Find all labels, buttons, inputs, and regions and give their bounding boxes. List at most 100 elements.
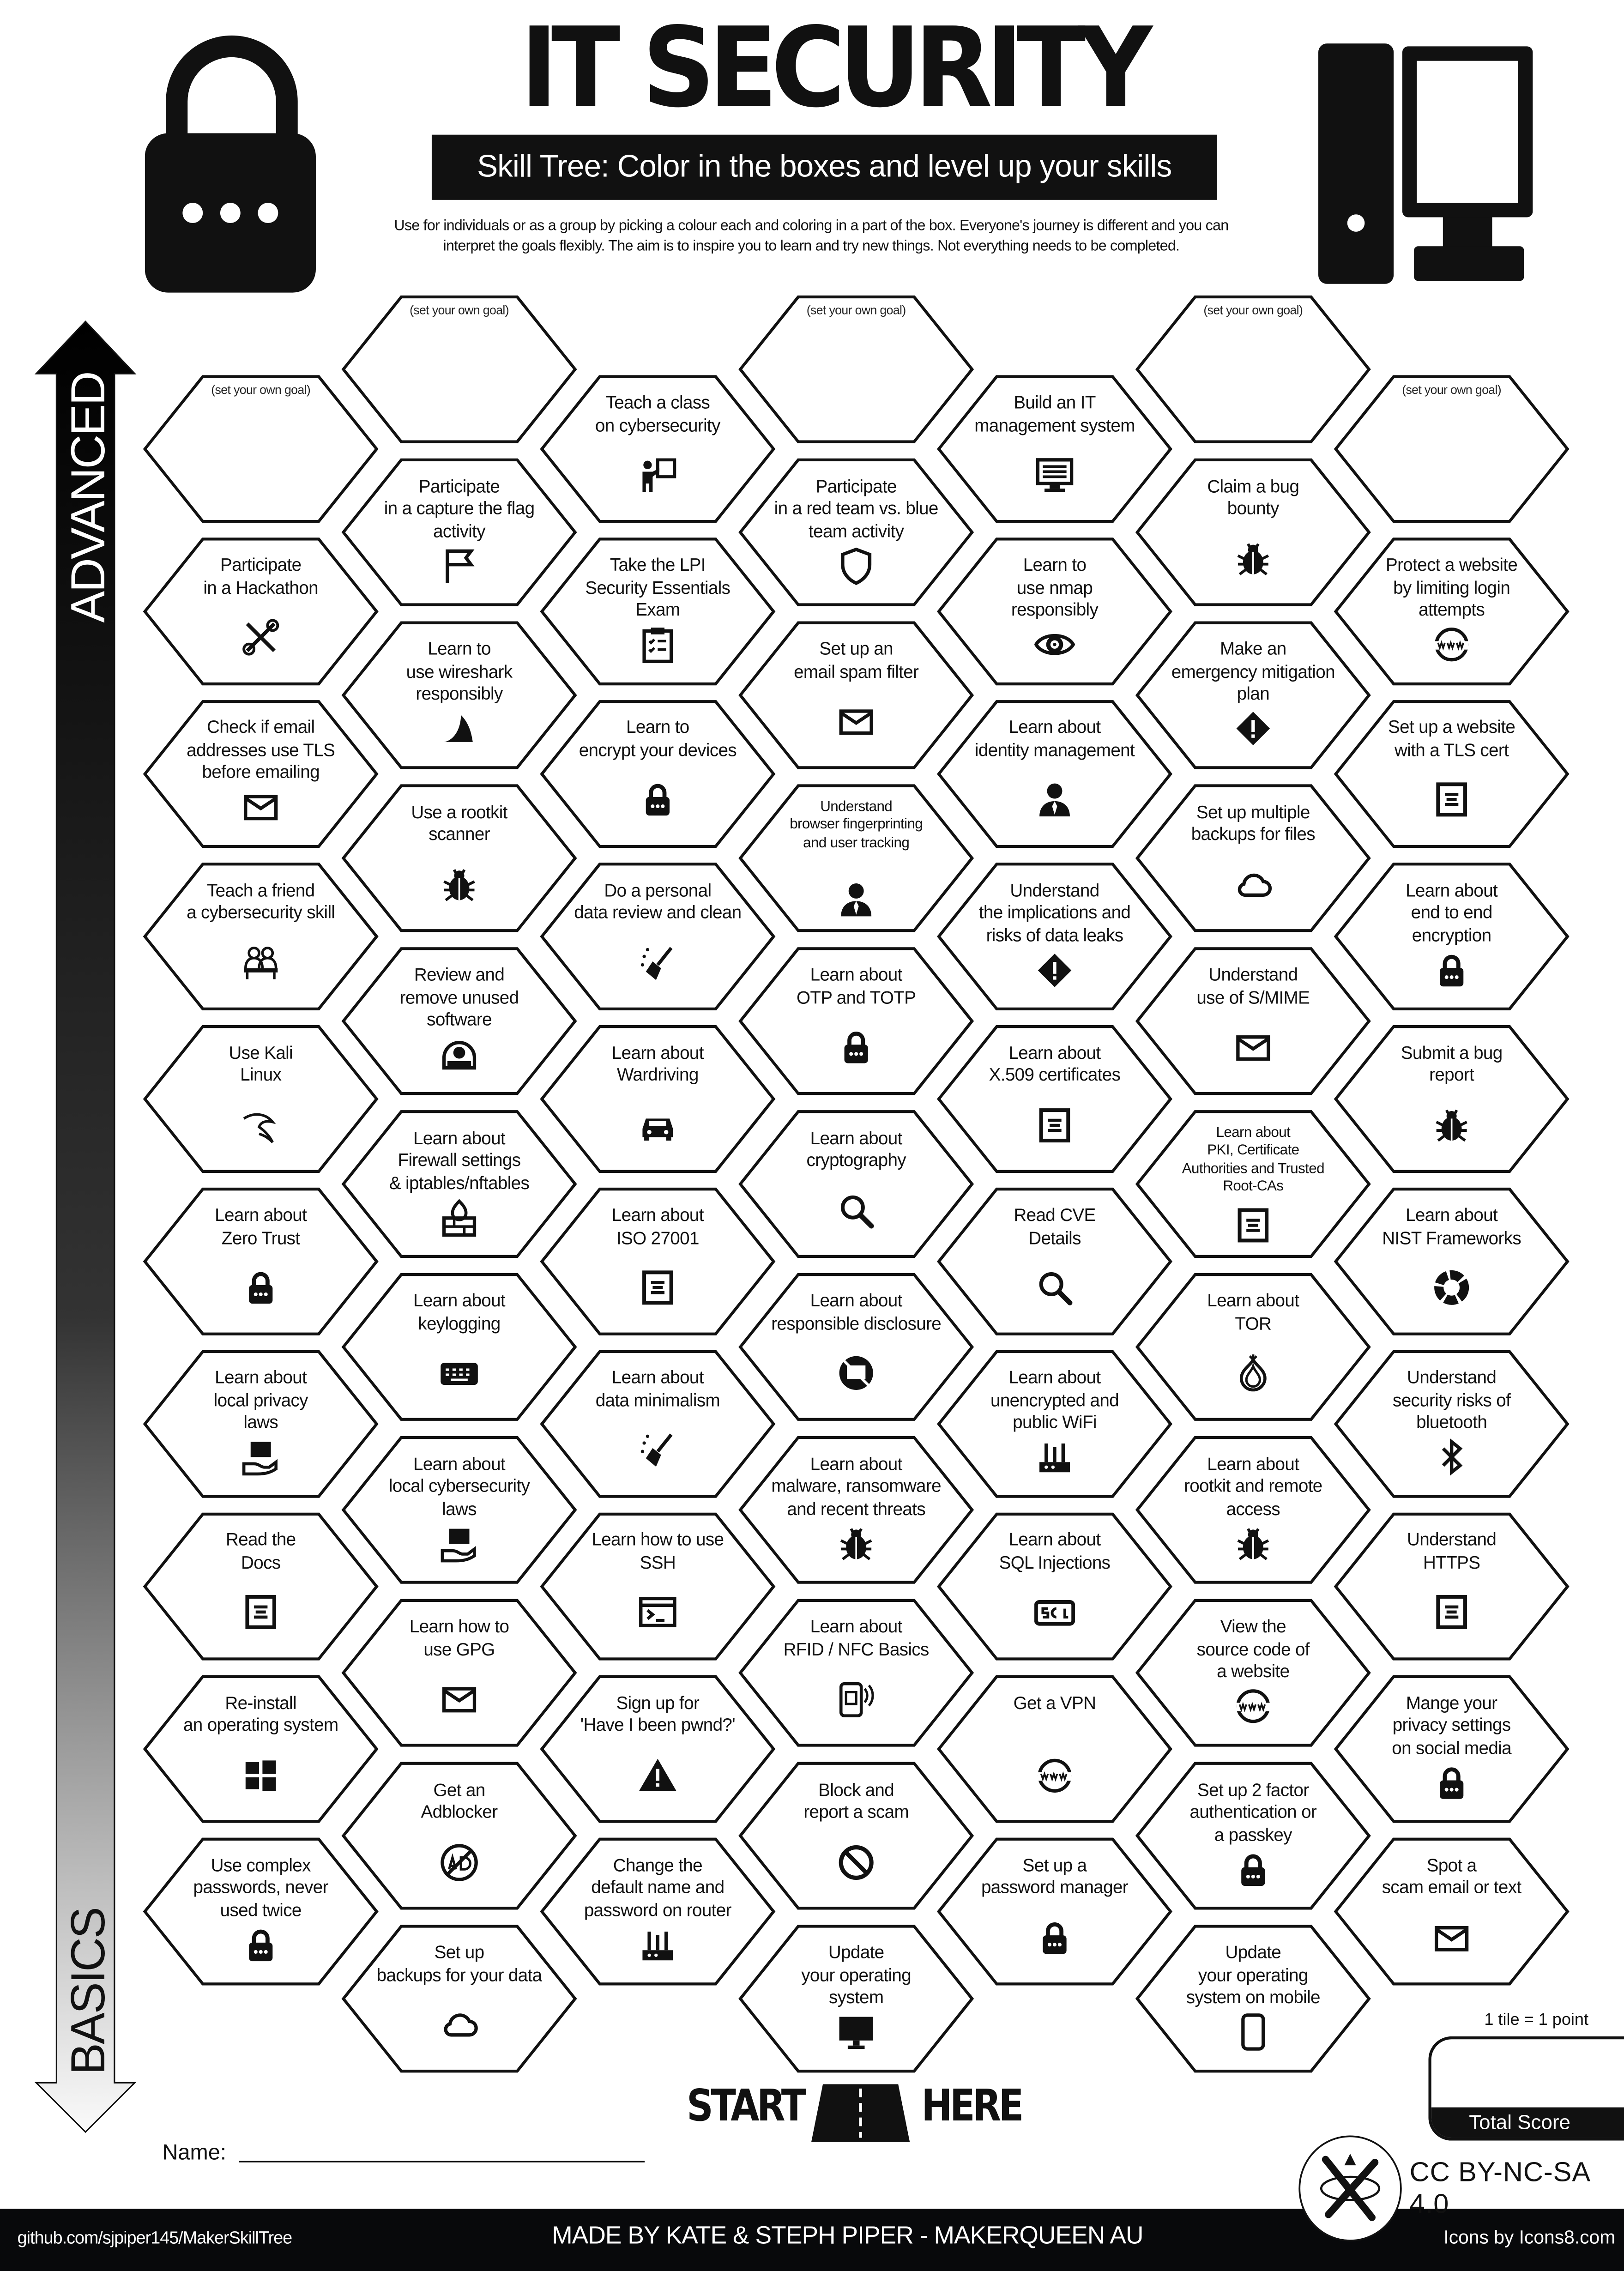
skill-label: Learn about PKI, Certificate Authorities…: [1182, 1124, 1325, 1195]
skill-tile[interactable]: [341, 621, 577, 769]
custom-goal-tile[interactable]: [738, 295, 974, 443]
skill-tile[interactable]: [143, 863, 379, 1011]
custom-goal-tile[interactable]: [341, 295, 577, 443]
skill-tile[interactable]: [540, 863, 776, 1011]
skill-label: Learn to encrypt your devices: [579, 717, 737, 761]
skill-tile[interactable]: [341, 1925, 577, 2073]
firewall-icon: [442, 1198, 477, 1236]
skill-tile[interactable]: [1135, 1925, 1371, 2073]
skill-tile[interactable]: [738, 458, 974, 606]
skill-tile[interactable]: [341, 1273, 577, 1421]
skill-tile[interactable]: [937, 1837, 1173, 1986]
skill-tile[interactable]: [540, 1837, 776, 1986]
skill-tile[interactable]: [1135, 621, 1371, 769]
skill-tile[interactable]: [937, 375, 1173, 523]
skill-tile[interactable]: [341, 1599, 577, 1747]
skill-tile[interactable]: [540, 1025, 776, 1173]
custom-goal-tile[interactable]: [1135, 295, 1371, 443]
skill-tile[interactable]: [143, 1025, 379, 1173]
skill-tile[interactable]: [341, 1436, 577, 1584]
skill-tile[interactable]: [738, 1925, 974, 2073]
skill-label: Learn about rootkit and remote access: [1183, 1453, 1322, 1519]
skill-tile[interactable]: [1135, 784, 1371, 932]
skill-tile[interactable]: [937, 1350, 1173, 1498]
skill-tile[interactable]: [738, 784, 974, 932]
road-icon: [811, 2084, 910, 2142]
skill-tile[interactable]: [1135, 1762, 1371, 1910]
skill-tile[interactable]: [143, 1675, 379, 1823]
skill-tile[interactable]: [341, 784, 577, 932]
document-icon: [1436, 1595, 1467, 1630]
skill-tile[interactable]: [540, 1675, 776, 1823]
skill-tile[interactable]: [937, 700, 1173, 848]
skill-tile[interactable]: [738, 621, 974, 769]
skill-tile[interactable]: [1135, 1436, 1371, 1584]
total-score-box[interactable]: Total Score: [1428, 2036, 1624, 2141]
skill-label: Learn to use wireshark responsibly: [406, 639, 513, 704]
skill-tile[interactable]: [1135, 1599, 1371, 1747]
skill-tile[interactable]: [738, 1436, 974, 1584]
monitor-icon: [839, 2017, 873, 2049]
skill-label: Do a personal data review and clean: [574, 880, 742, 923]
skill-tile[interactable]: [341, 947, 577, 1095]
skill-tile[interactable]: [1334, 1350, 1570, 1498]
name-field[interactable]: [239, 2161, 645, 2162]
skill-label: Use Kali Linux: [229, 1042, 293, 1086]
skill-tile[interactable]: [738, 1273, 974, 1421]
skill-tile[interactable]: [937, 863, 1173, 1011]
skill-tile[interactable]: [143, 1187, 379, 1335]
skill-tile[interactable]: [1334, 1025, 1570, 1173]
custom-goal-tile[interactable]: [143, 375, 379, 523]
skill-tile[interactable]: [1334, 1187, 1570, 1335]
skill-label: Learn about RFID / NFC Basics: [783, 1616, 930, 1659]
router-icon: [1039, 1444, 1070, 1473]
bug-icon: [1436, 1109, 1467, 1142]
skill-tile[interactable]: [143, 1837, 379, 1986]
skill-label: Learn about end to end encryption: [1406, 880, 1498, 945]
custom-goal-tile[interactable]: [1334, 375, 1570, 523]
skill-tile[interactable]: [738, 1762, 974, 1910]
skill-tile[interactable]: [937, 1675, 1173, 1823]
skill-tile[interactable]: [738, 1599, 974, 1747]
skill-tile[interactable]: [937, 538, 1173, 686]
skill-tile[interactable]: [1135, 1273, 1371, 1421]
skill-tile[interactable]: [540, 1187, 776, 1335]
skill-tile[interactable]: [937, 1025, 1173, 1173]
skill-tile[interactable]: [143, 1512, 379, 1661]
lock-icon: [1440, 954, 1464, 986]
repo-link[interactable]: github.com/sjpiper145/MakerSkillTree: [17, 2227, 293, 2248]
skill-tile[interactable]: [540, 375, 776, 523]
skill-tile[interactable]: [143, 538, 379, 686]
no-ad-icon: [441, 1843, 478, 1881]
skill-label: Learn how to use SSH: [592, 1530, 724, 1573]
skill-tile[interactable]: [1334, 700, 1570, 848]
skill-label: Re-install an operating system: [183, 1692, 338, 1735]
skill-tile[interactable]: [341, 458, 577, 606]
skill-tile[interactable]: [1334, 863, 1570, 1011]
skill-tile[interactable]: [143, 700, 379, 848]
skill-tile[interactable]: [937, 1512, 1173, 1661]
skill-tile[interactable]: [540, 1350, 776, 1498]
skill-tile[interactable]: [540, 1512, 776, 1661]
skill-tile[interactable]: [937, 1187, 1173, 1335]
skill-tile[interactable]: [738, 947, 974, 1095]
skill-tile[interactable]: [1334, 538, 1570, 686]
www-icon: [1236, 1689, 1270, 1723]
skill-label: Sign up for 'Have I been pwnd?': [580, 1692, 736, 1735]
skill-tile[interactable]: [341, 1110, 577, 1258]
skill-tile[interactable]: [540, 538, 776, 686]
skill-tile[interactable]: [341, 1762, 577, 1910]
skill-tile[interactable]: [738, 1110, 974, 1258]
skill-tile[interactable]: [1334, 1837, 1570, 1986]
skill-label: Participate in a red team vs. blue team …: [774, 476, 939, 541]
skill-tile[interactable]: [1135, 458, 1371, 606]
skill-tile[interactable]: [1334, 1512, 1570, 1661]
skill-tile[interactable]: [143, 1350, 379, 1498]
skill-tile[interactable]: [540, 700, 776, 848]
tools-icon: [242, 619, 279, 656]
skill-tile[interactable]: [1135, 947, 1371, 1095]
skill-tile[interactable]: [1334, 1675, 1570, 1823]
credit-text: MADE BY KATE & STEPH PIPER - MAKERQUEEN …: [552, 2222, 1143, 2249]
skill-tile[interactable]: [1135, 1110, 1371, 1258]
